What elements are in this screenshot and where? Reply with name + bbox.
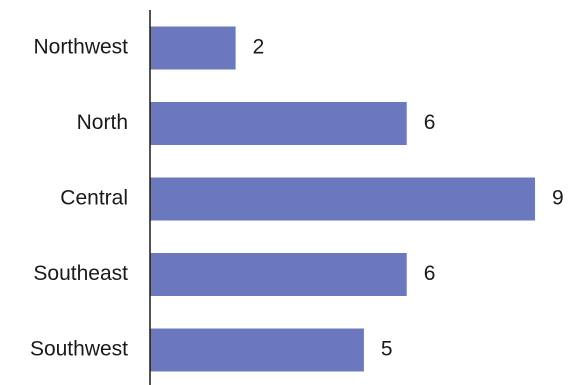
value-label-north: 6 [424, 111, 436, 134]
bar-southwest [150, 328, 364, 372]
category-label-north: North [77, 111, 128, 134]
category-label-southwest: Southwest [30, 338, 128, 361]
value-label-southeast: 6 [424, 262, 436, 285]
category-label-southeast: Southeast [33, 262, 128, 285]
value-labels: 2 6 9 6 5 [253, 36, 564, 361]
bars-group [150, 26, 535, 372]
value-label-northwest: 2 [253, 36, 265, 59]
value-label-central: 9 [552, 187, 564, 210]
bar-central [150, 177, 535, 221]
bar-north [150, 102, 407, 145]
bar-northwest [150, 26, 236, 70]
category-label-central: Central [60, 187, 128, 210]
category-label-northwest: Northwest [33, 36, 128, 59]
value-label-southwest: 5 [381, 338, 393, 361]
bar-southeast [150, 253, 407, 296]
category-labels: Northwest North Central Southeast Southwest [30, 36, 128, 361]
